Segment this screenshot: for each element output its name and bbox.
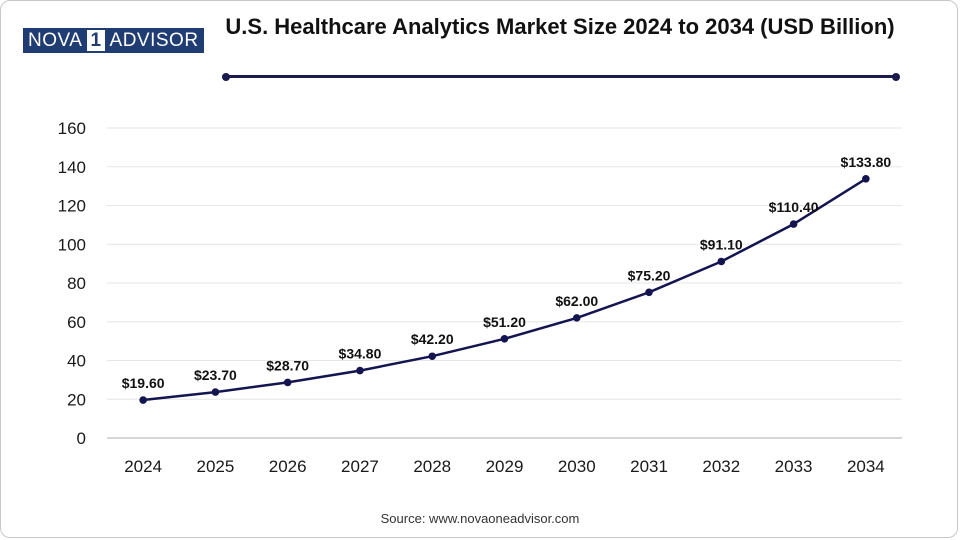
x-tick-label-2024: 2024: [124, 457, 162, 476]
x-tick-label-2029: 2029: [486, 457, 524, 476]
data-point-2032: [717, 257, 726, 266]
y-tick-label-20: 20: [67, 390, 86, 409]
data-label-2025: $23.70: [194, 367, 237, 383]
chart-title: U.S. Healthcare Analytics Market Size 20…: [225, 14, 895, 39]
x-tick-label-2025: 2025: [196, 457, 234, 476]
title-underline: [222, 72, 900, 81]
data-label-2024: $19.60: [122, 375, 165, 391]
logo-mark: 1: [85, 28, 107, 53]
x-tick-label-2027: 2027: [341, 457, 379, 476]
data-point-2033: [789, 220, 798, 228]
x-tick-label-2026: 2026: [269, 457, 307, 476]
data-label-2026: $28.70: [266, 357, 309, 373]
y-tick-label-100: 100: [58, 235, 86, 254]
data-point-2028: [428, 352, 437, 361]
data-label-2031: $75.20: [628, 267, 671, 283]
data-point-2026: [283, 378, 292, 387]
data-label-2032: $91.10: [700, 236, 743, 252]
data-point-2030: [572, 314, 581, 322]
series-line-0: [141, 177, 868, 402]
data-label-2033: $110.40: [769, 199, 819, 215]
y-tick-label-120: 120: [58, 197, 86, 216]
data-label-2034: $133.80: [841, 154, 892, 170]
data-point-2025: [211, 388, 220, 396]
y-tick-label-160: 160: [58, 119, 86, 138]
data-label-2030: $62.00: [555, 293, 598, 309]
data-point-2034: [862, 174, 870, 183]
y-tick-label-80: 80: [67, 274, 86, 293]
x-tick-label-2034: 2034: [847, 457, 885, 476]
data-point-2024: [139, 396, 147, 404]
logo-text-right: ADVISOR: [106, 28, 204, 53]
x-tick-label-2031: 2031: [630, 457, 668, 476]
source-note: Source: www.novaoneadvisor.com: [380, 511, 580, 526]
brand-logo: NOVA 1 ADVISOR: [23, 28, 204, 53]
logo-text-left: NOVA: [23, 28, 86, 53]
x-tick-label-2028: 2028: [413, 457, 451, 476]
x-tick-label-2033: 2033: [775, 457, 813, 476]
y-tick-label-140: 140: [58, 158, 86, 177]
x-tick-label-2032: 2032: [702, 457, 740, 476]
y-tick-label-0: 0: [77, 429, 86, 448]
data-label-2027: $34.80: [339, 346, 382, 362]
data-point-2027: [356, 366, 364, 375]
data-point-2031: [645, 288, 653, 297]
data-point-2029: [500, 335, 509, 343]
data-label-2028: $42.20: [411, 331, 454, 347]
data-label-2029: $51.20: [483, 314, 526, 330]
y-tick-label-60: 60: [67, 313, 86, 332]
x-tick-label-2030: 2030: [558, 457, 596, 476]
y-tick-label-40: 40: [67, 352, 86, 371]
